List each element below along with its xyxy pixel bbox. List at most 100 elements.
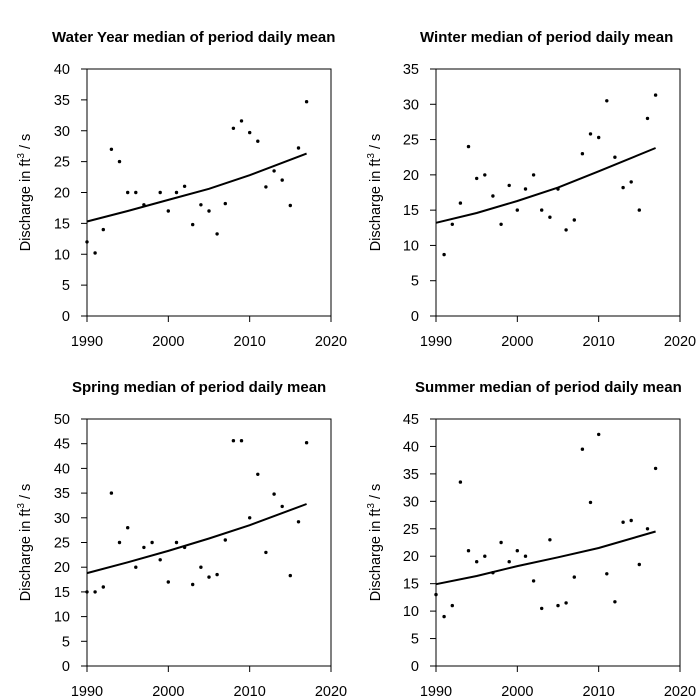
data-point (466, 144, 471, 149)
data-point (93, 251, 97, 255)
data-point (248, 516, 252, 520)
y-tick-label: 15 (403, 203, 419, 219)
data-point (499, 540, 503, 545)
data-point (540, 208, 544, 212)
data-point (458, 201, 463, 205)
data-point (304, 100, 309, 104)
data-point (475, 560, 479, 564)
chart-title: Summer median of period daily mean (415, 379, 682, 396)
data-point (483, 173, 487, 177)
data-point (85, 240, 89, 244)
data-point (215, 232, 219, 236)
chart-panel-1: Water Year median of period daily mean 0 5… (16, 29, 347, 350)
data-point (304, 441, 309, 445)
data-point (605, 99, 609, 103)
y-tick-label: 25 (54, 536, 70, 552)
y-axis-label-main: Discharge in ft (18, 159, 34, 252)
data-point (199, 565, 203, 569)
data-point (588, 132, 593, 136)
plot-frame (435, 418, 681, 667)
data-point (580, 447, 585, 451)
data-point (434, 592, 438, 597)
data-point (93, 590, 97, 594)
data-point (248, 130, 252, 135)
y-axis-label-sup: 3 (366, 153, 377, 159)
x-tick-label: 2010 (234, 684, 266, 700)
data-point (207, 209, 211, 213)
plot-frame (435, 68, 681, 317)
data-point (588, 500, 593, 505)
data-point (264, 550, 268, 555)
data-point (272, 492, 276, 496)
y-tick-label: 20 (54, 186, 70, 202)
data-point (158, 558, 162, 562)
x-tick-label: 2000 (152, 334, 184, 350)
x-tick-label: 1990 (71, 684, 103, 700)
x-tick-label: 2010 (234, 334, 266, 350)
data-point (296, 520, 301, 524)
data-point (466, 549, 471, 553)
chart-panel-2: Winter median of period daily mean 0 5 10 15… (366, 29, 696, 350)
y-axis-label: Discharge in ft3 / s (16, 134, 34, 252)
data-point (109, 147, 114, 151)
data-point (613, 600, 617, 604)
y-axis-label-sup: 3 (366, 503, 377, 509)
plot-frame (86, 68, 332, 317)
y-tick-label: 5 (62, 634, 70, 650)
data-point (442, 252, 446, 257)
data-point (223, 538, 227, 542)
data-point (523, 554, 528, 558)
data-point (182, 184, 187, 188)
y-tick-label: 0 (62, 309, 70, 325)
data-point (158, 190, 162, 195)
data-point (288, 203, 292, 208)
data-point (231, 126, 236, 130)
y-tick-label: 5 (62, 278, 70, 294)
data-point (142, 203, 146, 207)
y-tick-label: 35 (403, 467, 419, 483)
y-tick-label: 45 (403, 412, 419, 428)
y-tick-label: 20 (403, 549, 419, 565)
y-axis-label-main: Discharge in ft (18, 509, 34, 602)
data-point (653, 93, 658, 97)
data-point (126, 526, 130, 530)
y-tick-label: 10 (54, 247, 70, 263)
data-point (191, 222, 195, 227)
data-point (264, 185, 268, 189)
data-point (645, 527, 650, 531)
y-tick-label: 20 (54, 560, 70, 576)
y-axis-label-tail: / s (18, 134, 34, 153)
data-point (637, 208, 641, 212)
x-tick-label: 2020 (315, 684, 347, 700)
y-tick-label: 5 (411, 274, 419, 290)
data-point (182, 545, 187, 550)
y-tick-label: 40 (54, 62, 70, 78)
data-point (653, 466, 658, 471)
data-point (231, 439, 236, 443)
data-point (134, 190, 138, 195)
trend-line (86, 152, 307, 223)
x-tick-label: 1990 (420, 684, 452, 700)
y-tick-label: 30 (54, 124, 70, 140)
y-axis-label-sup: 3 (16, 503, 27, 509)
trend-line (86, 503, 307, 575)
data-point (629, 518, 633, 523)
x-tick-label: 2020 (315, 334, 347, 350)
y-tick-label: 25 (403, 522, 419, 538)
x-tick-label: 1990 (420, 334, 452, 350)
y-tick-label: 0 (411, 309, 419, 325)
data-point (491, 194, 495, 198)
chart-panel-4: Summer median of period daily mean 0 5 10 15… (366, 379, 696, 700)
data-point (134, 565, 138, 569)
data-point (483, 554, 487, 558)
chart-title: Water Year median of period daily mean (52, 29, 335, 46)
data-point (450, 222, 454, 226)
data-point (280, 504, 284, 509)
y-tick-label: 10 (403, 604, 419, 620)
data-point (564, 228, 568, 232)
data-point (621, 185, 625, 190)
y-tick-label: 25 (403, 133, 419, 149)
y-tick-label: 40 (403, 439, 419, 455)
y-tick-label: 30 (403, 97, 419, 113)
